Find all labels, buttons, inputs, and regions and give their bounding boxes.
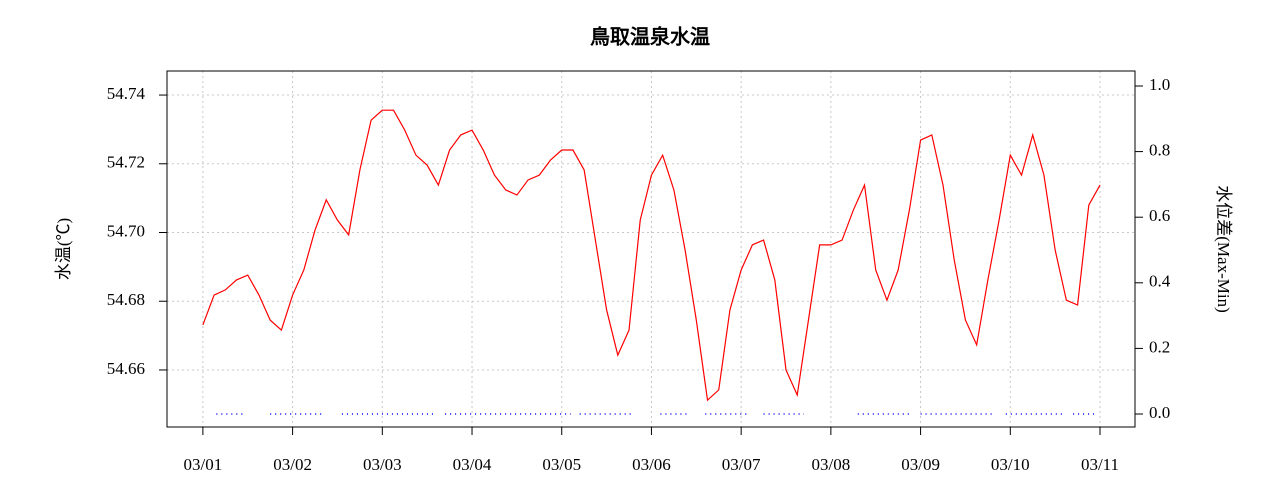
x-tick-label: 03/02 — [273, 455, 312, 474]
y2-tick-label: 0.8 — [1149, 141, 1170, 160]
y2-axis-label: 水位差(Max-Min) — [1214, 185, 1233, 312]
x-tick-label: 03/06 — [632, 455, 671, 474]
x-tick-label: 03/07 — [722, 455, 761, 474]
x-tick-label: 03/11 — [1081, 455, 1119, 474]
x-tick-label: 03/05 — [542, 455, 581, 474]
plot-frame — [166, 70, 1136, 428]
y-axis-label: 水温(℃) — [54, 218, 73, 280]
x-tick-label: 03/10 — [991, 455, 1030, 474]
y2-tick-label: 0.2 — [1149, 337, 1170, 356]
x-tick-label: 03/04 — [453, 455, 492, 474]
y-tick-label: 54.70 — [107, 221, 145, 240]
x-tick-label: 03/09 — [901, 455, 940, 474]
y2-tick-label: 0.4 — [1149, 272, 1171, 291]
series-line — [202, 109, 1101, 402]
x-tick-label: 03/08 — [812, 455, 851, 474]
y2-tick-label: 1.0 — [1149, 75, 1170, 94]
chart-title: 鳥取温泉水温 — [590, 25, 710, 49]
y2-tick-label: 0.6 — [1149, 206, 1170, 225]
x-tick-label: 03/01 — [184, 455, 223, 474]
y2-tick-label: 0.0 — [1149, 403, 1170, 422]
x-tick-label: 03/03 — [363, 455, 402, 474]
y-tick-label: 54.74 — [107, 84, 146, 103]
y-tick-label: 54.66 — [107, 359, 145, 378]
y-tick-label: 54.68 — [107, 290, 145, 309]
y-tick-label: 54.72 — [107, 153, 145, 172]
